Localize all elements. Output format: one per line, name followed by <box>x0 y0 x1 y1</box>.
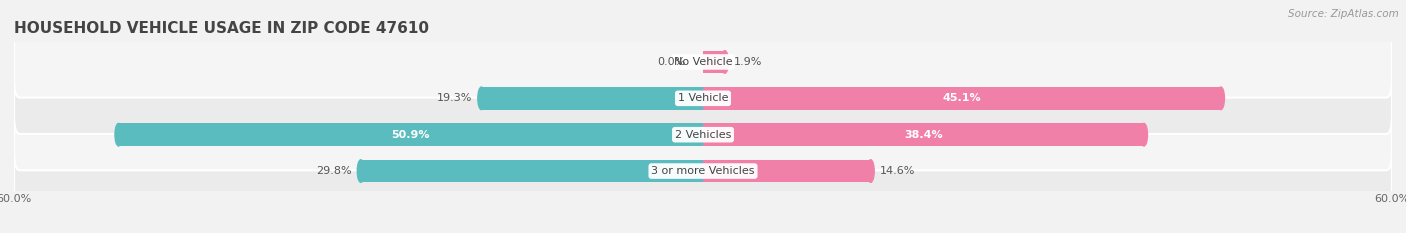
Circle shape <box>115 123 122 146</box>
Bar <box>703 51 725 73</box>
FancyBboxPatch shape <box>14 135 1392 207</box>
FancyBboxPatch shape <box>14 26 1392 98</box>
Bar <box>703 160 870 182</box>
Text: 0.0%: 0.0% <box>658 57 686 67</box>
Text: 1 Vehicle: 1 Vehicle <box>678 93 728 103</box>
Bar <box>481 87 703 110</box>
Text: Source: ZipAtlas.com: Source: ZipAtlas.com <box>1288 9 1399 19</box>
Bar <box>703 123 1144 146</box>
Text: 50.9%: 50.9% <box>391 130 430 140</box>
Circle shape <box>357 160 364 182</box>
Text: 29.8%: 29.8% <box>316 166 352 176</box>
Text: 1.9%: 1.9% <box>734 57 762 67</box>
Text: 3 or more Vehicles: 3 or more Vehicles <box>651 166 755 176</box>
Circle shape <box>1218 87 1225 110</box>
Circle shape <box>478 87 485 110</box>
FancyBboxPatch shape <box>14 99 1392 170</box>
FancyBboxPatch shape <box>14 63 1392 134</box>
Text: HOUSEHOLD VEHICLE USAGE IN ZIP CODE 47610: HOUSEHOLD VEHICLE USAGE IN ZIP CODE 4761… <box>14 21 429 37</box>
Text: 19.3%: 19.3% <box>437 93 472 103</box>
Text: 2 Vehicles: 2 Vehicles <box>675 130 731 140</box>
Circle shape <box>868 160 875 182</box>
Text: No Vehicle: No Vehicle <box>673 57 733 67</box>
Bar <box>703 87 1220 110</box>
Text: 14.6%: 14.6% <box>880 166 915 176</box>
Circle shape <box>721 51 728 73</box>
Text: 38.4%: 38.4% <box>904 130 943 140</box>
Bar <box>361 160 703 182</box>
Text: 45.1%: 45.1% <box>942 93 981 103</box>
Circle shape <box>1140 123 1147 146</box>
Bar <box>118 123 703 146</box>
